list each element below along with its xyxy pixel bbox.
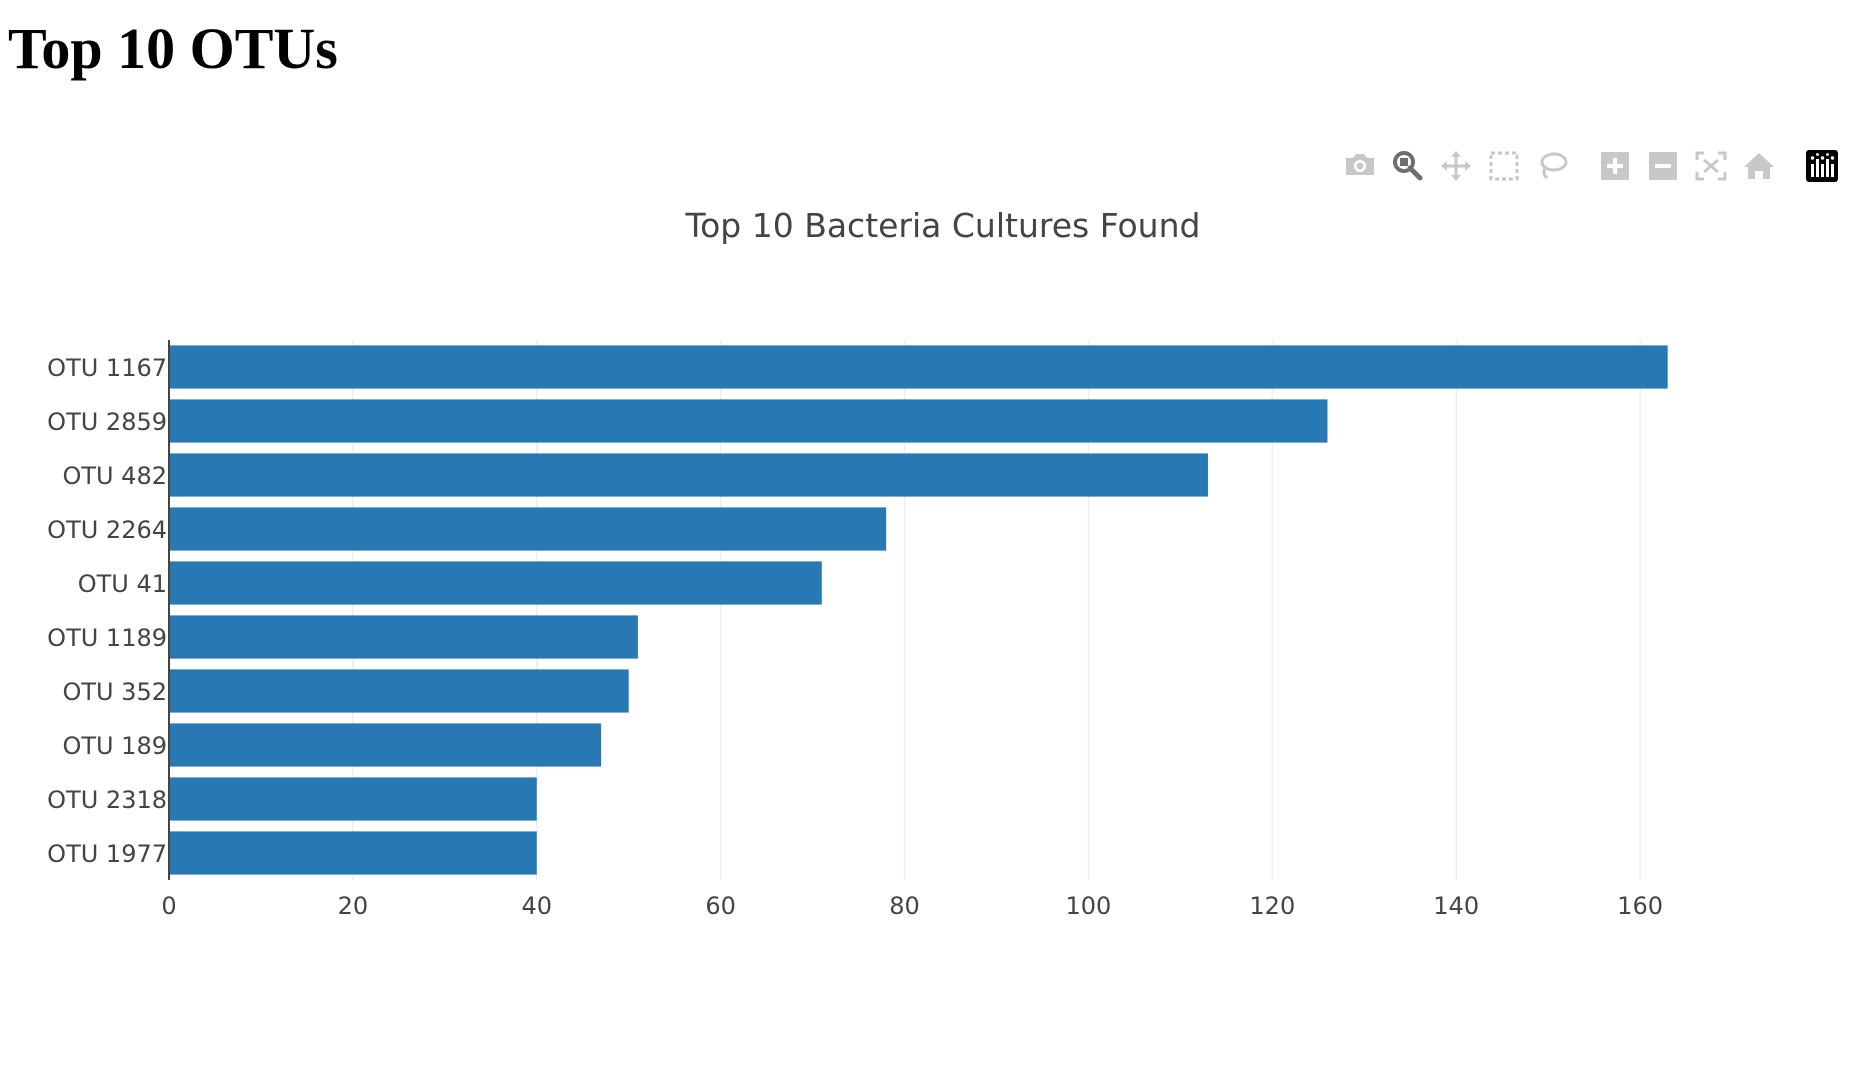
page-title: Top 10 OTUs [8,16,338,81]
x-tick-label: 80 [889,892,920,920]
y-tick-label: OTU 352 [62,678,167,706]
bar-otu-2264[interactable] [169,507,887,551]
bar-otu-189[interactable] [169,723,602,767]
bar-otu-1167[interactable] [169,345,1668,389]
bars [169,345,1668,875]
y-tick-label: OTU 1189 [47,624,167,652]
camera-icon[interactable] [1340,142,1380,186]
lasso-select-icon[interactable] [1532,142,1572,186]
bar-chart-svg[interactable]: Top 10 Bacteria Cultures Found OTU 1167O… [0,190,1868,970]
y-tick-labels: OTU 1167 OTU 2859 OTU 482 OTU 2264 OTU 41 OTU… [47,354,167,868]
y-tick-label: OTU 1977 [47,840,167,868]
x-tick-labels: 0 20 40 60 80 100 120 140 160 [161,892,1663,920]
bar-otu-482[interactable] [169,453,1208,497]
bar-otu-2859[interactable] [169,399,1328,443]
box-select-icon[interactable] [1484,142,1524,186]
zoom-out-icon[interactable] [1643,142,1683,186]
autoscale-icon[interactable] [1691,142,1731,186]
zoom-icon[interactable] [1388,142,1428,186]
x-tick-label: 160 [1617,892,1663,920]
bar-otu-2318[interactable] [169,777,537,821]
y-tick-label: OTU 2264 [47,516,167,544]
zoom-in-icon[interactable] [1595,142,1635,186]
pan-icon[interactable] [1436,142,1476,186]
x-tick-label: 20 [338,892,369,920]
y-tick-label: OTU 189 [62,732,167,760]
bar-otu-1189[interactable] [169,615,638,659]
reset-axes-icon[interactable] [1739,142,1779,186]
y-tick-label: OTU 41 [78,570,167,598]
x-tick-label: 100 [1066,892,1112,920]
x-tick-label: 0 [161,892,176,920]
plotly-logo-icon[interactable] [1802,142,1842,186]
x-tick-label: 140 [1433,892,1479,920]
chart-title: Top 10 Bacteria Cultures Found [685,206,1201,245]
y-tick-label: OTU 2318 [47,786,167,814]
y-tick-label: OTU 482 [62,462,167,490]
bar-otu-1977[interactable] [169,831,537,875]
x-tick-label: 60 [705,892,736,920]
bar-otu-352[interactable] [169,669,629,713]
x-tick-label: 40 [521,892,552,920]
y-tick-label: OTU 1167 [47,354,167,382]
bar-otu-41[interactable] [169,561,822,605]
bar-chart[interactable]: Top 10 Bacteria Cultures Found OTU 1167 O… [0,190,1868,970]
x-tick-label: 120 [1249,892,1295,920]
y-tick-label: OTU 2859 [47,408,167,436]
